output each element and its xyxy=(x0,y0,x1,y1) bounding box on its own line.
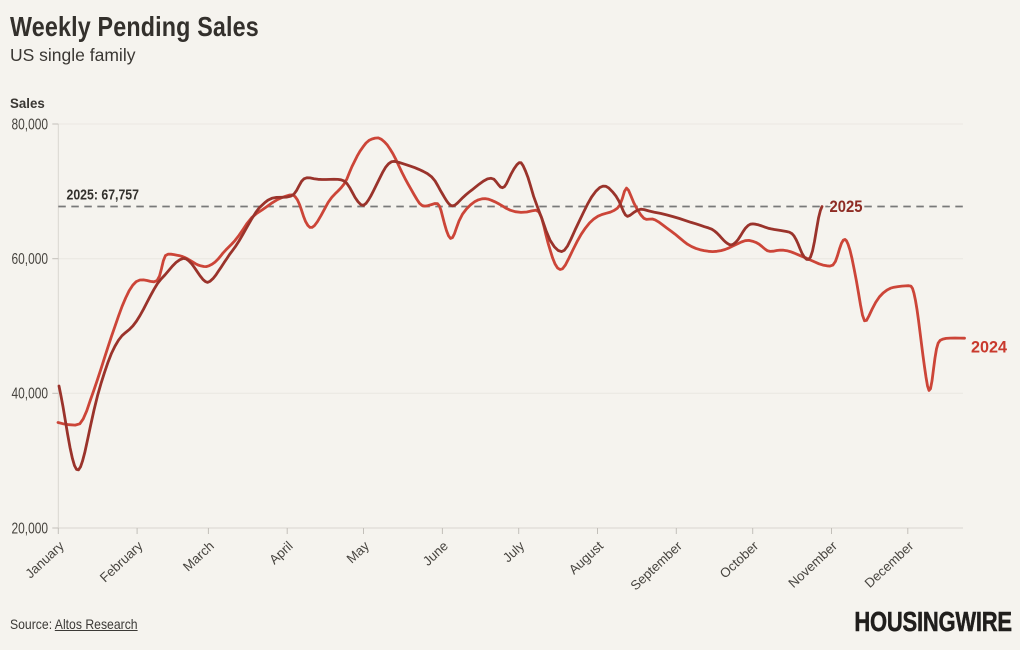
svg-text:2024: 2024 xyxy=(971,338,1008,356)
svg-text:40,000: 40,000 xyxy=(12,386,49,403)
svg-text:August: August xyxy=(566,538,607,577)
svg-text:20,000: 20,000 xyxy=(12,520,49,537)
svg-text:November: November xyxy=(785,538,840,591)
svg-text:2025: 67,757: 2025: 67,757 xyxy=(67,188,140,204)
svg-text:July: July xyxy=(500,538,528,565)
svg-text:2025: 2025 xyxy=(830,197,863,216)
svg-text:February: February xyxy=(97,538,146,585)
svg-text:September: September xyxy=(627,538,685,593)
svg-text:60,000: 60,000 xyxy=(12,251,49,268)
svg-text:March: March xyxy=(180,538,217,574)
svg-text:80,000: 80,000 xyxy=(12,116,49,133)
svg-text:May: May xyxy=(344,538,373,566)
svg-text:October: October xyxy=(717,538,762,581)
svg-text:April: April xyxy=(266,538,296,567)
svg-text:June: June xyxy=(420,538,451,568)
svg-text:January: January xyxy=(22,538,67,581)
svg-text:December: December xyxy=(862,538,917,591)
